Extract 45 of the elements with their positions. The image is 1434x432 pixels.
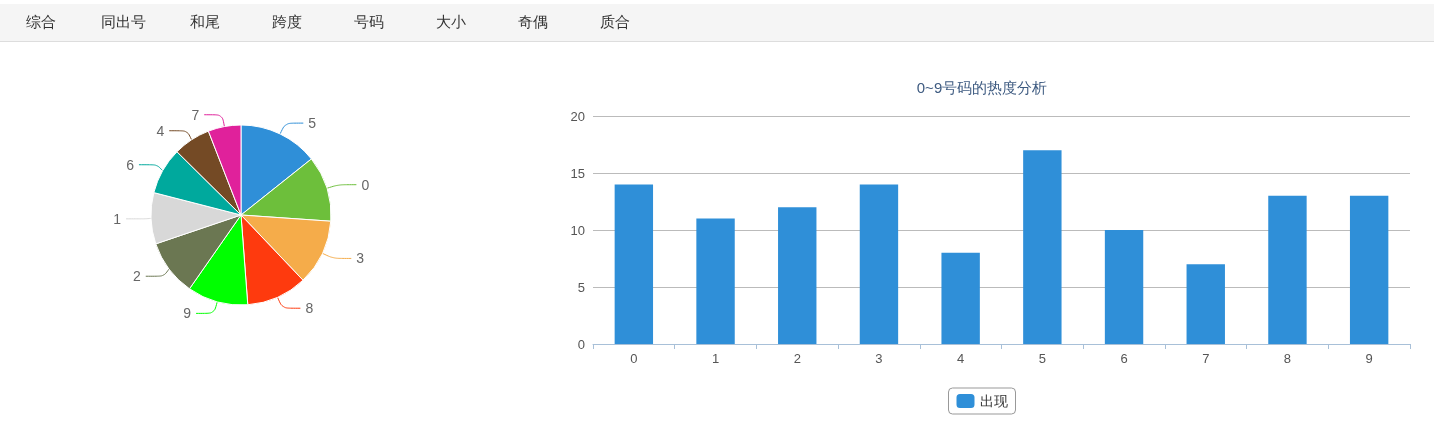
x-tick-label: 7 — [1202, 351, 1210, 366]
text: 和尾 — [189, 12, 221, 33]
slice-label: 6 — [126, 156, 135, 173]
x-tick-label: 0 — [630, 351, 638, 366]
x-tick-label: 2 — [793, 351, 801, 366]
bar — [941, 252, 980, 344]
slice-label: 2 — [132, 268, 141, 285]
slice-label: 9 — [183, 305, 192, 322]
x-tick-label: 3 — [875, 351, 883, 366]
y-tick-label: 15 — [570, 165, 585, 181]
bar — [1186, 264, 1225, 344]
x-tick-label: 5 — [1038, 351, 1046, 366]
y-tick-label: 0 — [577, 336, 585, 352]
y-tick-label: 20 — [570, 108, 585, 124]
bar — [778, 207, 817, 344]
text: 大小 — [435, 12, 467, 33]
x-tick-label: 9 — [1365, 351, 1373, 366]
text: 奇偶 — [517, 12, 549, 33]
bar — [1349, 195, 1389, 344]
x-tick-label: 8 — [1283, 351, 1292, 366]
slice-label: 8 — [305, 300, 314, 317]
x-tick-label: 1 — [711, 351, 720, 366]
slice-label: 0 — [361, 176, 370, 193]
bar — [614, 184, 654, 344]
slice-label: 4 — [156, 122, 165, 139]
y-tick-label: 5 — [577, 279, 585, 295]
legend-label: 出现 — [979, 393, 1008, 409]
bar — [696, 218, 735, 344]
x-tick-label: 4 — [957, 351, 965, 366]
text: 号码 — [353, 12, 385, 33]
slice-label: 1 — [113, 210, 122, 227]
slice-label: 3 — [356, 250, 365, 267]
slice-label: 5 — [308, 115, 317, 132]
y-tick-label: 10 — [570, 222, 585, 238]
chart-title: 0~9号码的热度分析 — [916, 79, 1048, 96]
bar — [859, 184, 899, 344]
bar — [1104, 230, 1144, 344]
bar — [1023, 150, 1062, 344]
text: 质合 — [599, 12, 631, 33]
x-tick-label: 6 — [1120, 351, 1128, 366]
text: 综合 — [25, 12, 57, 33]
text: 跨度 — [271, 12, 303, 33]
slice-label: 7 — [191, 106, 200, 123]
bar — [1268, 195, 1307, 344]
text: 同出号 — [99, 12, 147, 33]
